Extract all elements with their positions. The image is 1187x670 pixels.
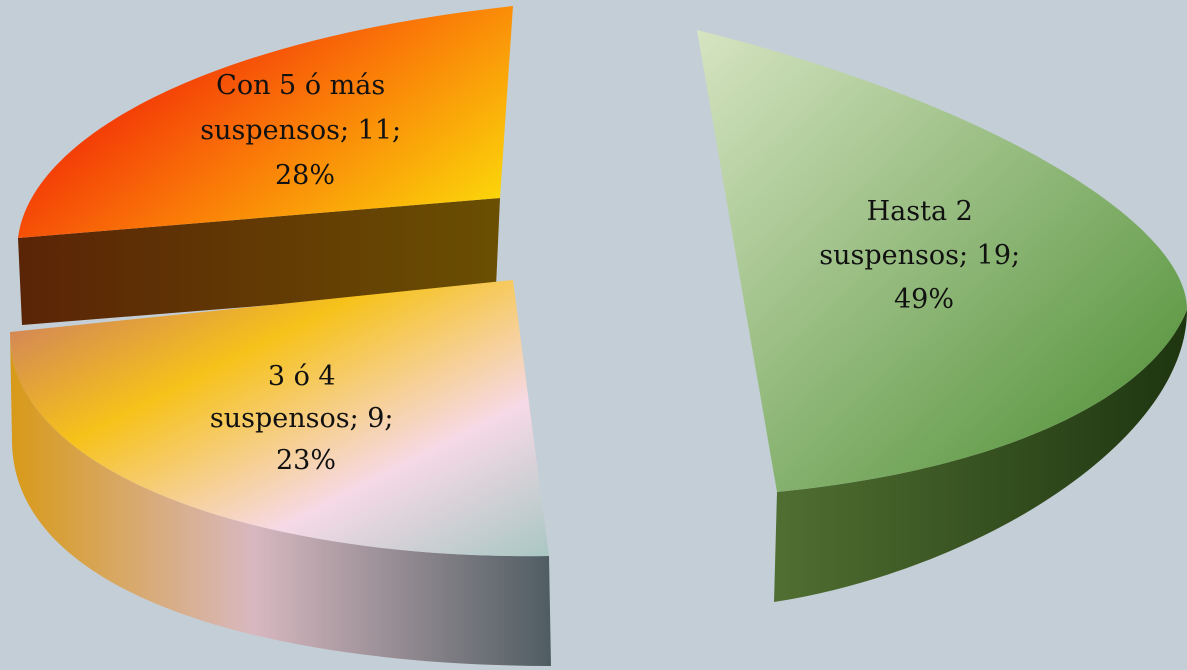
label-3-o-4: 3 ó 4 suspensos; 9; 23% bbox=[210, 361, 402, 476]
label-3-o-4-line-2: suspensos; 9; bbox=[210, 403, 394, 434]
slice-con-5-o-mas-side bbox=[18, 198, 500, 325]
label-hasta-2-line-3: 49% bbox=[894, 284, 954, 315]
label-con-5-o-mas-line-2: suspensos; 11; bbox=[200, 115, 401, 146]
label-hasta-2-line-1: Hasta 2 bbox=[867, 196, 973, 227]
label-hasta-2: Hasta 2 suspensos; 19; 49% bbox=[819, 196, 1028, 315]
label-con-5-o-mas-line-3: 28% bbox=[275, 160, 335, 191]
label-3-o-4-line-3: 23% bbox=[276, 445, 336, 476]
slice-hasta-2 bbox=[697, 30, 1187, 602]
slice-hasta-2-side bbox=[697, 30, 1187, 602]
slice-con-5-o-mas bbox=[18, 6, 513, 325]
slice-con-5-o-mas-top bbox=[18, 6, 513, 238]
label-hasta-2-line-2: suspensos; 19; bbox=[819, 240, 1020, 271]
slice-3-o-4-side bbox=[9, 332, 552, 666]
slice-hasta-2-top bbox=[697, 30, 1187, 492]
slice-3-o-4-top bbox=[9, 280, 549, 557]
slice-3-o-4 bbox=[9, 280, 552, 666]
label-con-5-o-mas-line-1: Con 5 ó más bbox=[216, 70, 385, 101]
label-con-5-o-mas: Con 5 ó más suspensos; 11; 28% bbox=[200, 70, 409, 191]
label-3-o-4-line-1: 3 ó 4 bbox=[268, 361, 336, 392]
